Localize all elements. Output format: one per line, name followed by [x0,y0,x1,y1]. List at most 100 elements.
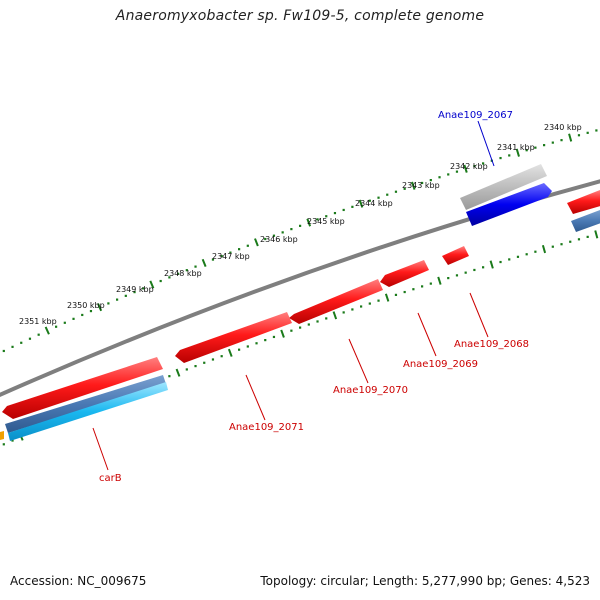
forward-strand-features [460,164,600,226]
outer-major-tick [149,280,155,289]
inner-minor-tick [377,299,380,302]
outer-minor-tick [299,224,302,227]
outer-minor-tick [377,196,380,199]
tick-label: 2345 kbp [307,217,345,226]
genome-summary: Topology: circular; Length: 5,277,990 bp… [260,574,590,588]
outer-minor-tick [107,302,110,305]
outer-minor-tick [211,258,215,261]
cds-red-left[interactable] [2,357,163,419]
outer-minor-tick [229,251,232,254]
gene-label: Anae109_2071 [229,422,304,433]
gene-leader-line [92,427,109,471]
inner-minor-tick [272,335,276,339]
gene-labels: Anae109_2067 Anae109_2068 Anae109_2069 Anae… [92,110,529,484]
cds-forward-edge[interactable] [567,190,600,214]
cds-carb-upper[interactable] [5,375,166,433]
map-title: Anaeromyxobacter sp. Fw109-5, complete g… [115,8,485,24]
tick-label: 2340 kbp [544,123,582,132]
outer-minor-tick [429,179,432,182]
inner-minor-tick [238,348,241,351]
inner-minor-tick [194,364,197,368]
outer-minor-tick [421,181,424,185]
inner-minor-tick [316,320,319,323]
cds-anae109-2071[interactable] [175,312,292,363]
inner-minor-tick [482,266,485,269]
outer-minor-tick [473,165,476,168]
outer-minor-tick [342,208,345,212]
inner-minor-tick [525,253,528,256]
outer-major-tick [306,218,312,227]
inner-minor-tick [551,245,554,248]
outer-minor-tick [508,154,511,157]
outer-major-tick [568,133,573,142]
cds-anae109-2070[interactable] [289,279,383,324]
inner-minor-tick [368,302,371,305]
reverse-strand-features [0,210,600,441]
cds-anae109-2069[interactable] [380,260,429,287]
outer-minor-tick [595,129,598,132]
outer-minor-tick [72,317,75,320]
inner-minor-tick [403,290,406,294]
gene-label: carB [99,473,122,484]
inner-minor-tick [412,288,415,291]
inner-major-tick [384,293,390,302]
outer-major-tick [254,238,259,247]
feature-small-orange[interactable] [0,431,4,440]
gene-label: Anae109_2068 [454,339,529,350]
inner-major-tick [332,311,338,320]
outer-major-tick [463,164,468,173]
tick-label: 2349 kbp [116,285,154,294]
outer-minor-tick [447,173,450,176]
inner-minor-tick [246,345,249,348]
outer-minor-tick [124,294,127,297]
gene-leader-line [477,120,495,167]
outer-major-tick [201,258,207,268]
inner-major-tick [594,230,599,239]
tick-label: 2343 kbp [402,181,440,190]
inner-minor-tick [447,276,450,280]
inner-minor-tick [168,375,171,378]
inner-minor-tick [299,326,302,329]
outer-minor-tick [116,298,119,301]
feature-grey-2067-region[interactable] [460,164,547,210]
outer-minor-tick [281,231,284,234]
outer-minor-tick [482,162,485,165]
inner-minor-tick [307,323,310,326]
inner-minor-tick [569,240,572,243]
cds-steel-edge[interactable] [571,210,600,232]
outer-minor-tick [272,234,276,237]
tick-labels: 2340 kbp 2341 kbp 2342 kbp 2343 kbp 2344 kbp… [19,123,582,326]
inner-major-tick [175,368,181,377]
inner-minor-tick [516,255,520,258]
inner-minor-tick [342,311,345,314]
outer-minor-tick [2,349,5,353]
gene-label: Anae109_2070 [333,385,408,396]
outer-minor-tick [534,146,537,149]
outer-minor-tick [394,190,398,193]
tick-label: 2347 kbp [212,252,250,261]
outer-minor-tick [37,333,40,336]
outer-minor-tick [560,139,563,142]
gene-leader-line [469,292,489,338]
inner-minor-tick [11,439,14,442]
accession-label: Accession: NC_009675 [10,574,147,588]
inner-minor-tick [185,368,188,371]
outer-minor-tick [168,276,171,279]
outer-minor-tick [55,325,58,328]
outer-minor-tick [455,170,459,173]
inner-minor-tick [264,339,267,342]
cds-carb[interactable] [8,382,168,441]
outer-minor-tick [238,248,241,251]
inner-minor-tick [464,271,467,274]
gene-leader-line [348,338,369,384]
inner-minor-tick [255,342,258,345]
inner-minor-tick [473,268,476,272]
inner-minor-tick [586,235,589,238]
tick-label: 2348 kbp [164,269,202,278]
outer-minor-tick [246,244,249,247]
cds-anae109-2068[interactable] [442,246,469,265]
cds-anae109-2067[interactable] [466,183,552,226]
inner-major-tick [541,244,547,254]
gene-leader-line [417,312,437,357]
outer-minor-tick [351,205,354,208]
